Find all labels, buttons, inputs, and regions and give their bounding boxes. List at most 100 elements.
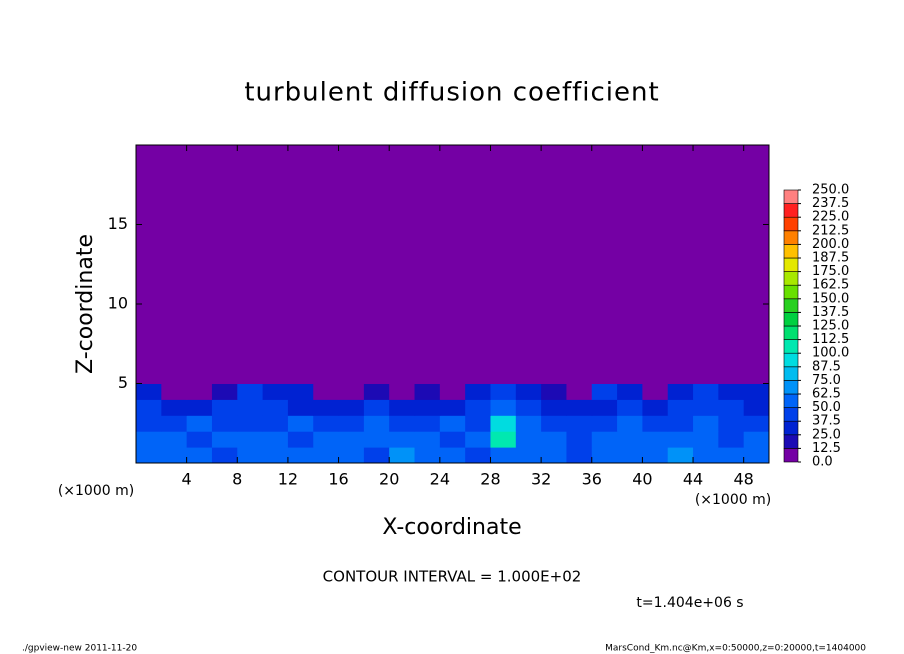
field-cell [743,431,770,448]
field-cell [439,367,466,384]
field-cell [186,415,213,432]
field-cell [490,431,517,448]
colorbar-label: 87.5 [812,359,841,374]
field-cell [439,399,466,416]
field-cell [642,415,669,432]
colorbar-label: 150.0 [812,291,849,306]
field-cell [693,415,719,432]
field-cell [541,367,567,384]
field-cell [389,399,416,416]
colorbar-swatch [783,203,799,218]
field-cell [211,415,238,432]
field-cell [363,399,390,416]
colorbar-swatch [783,189,799,204]
field-cell [515,415,542,432]
colorbar-label: 125.0 [812,319,849,334]
colorbar-label: 0.0 [812,455,833,470]
field-cell [287,399,314,416]
time-note: t=1.404e+06 s [636,595,743,611]
field-cell [161,383,188,400]
x-tick-label: 36 [582,470,602,489]
field-cell [439,383,466,400]
colorbar-swatch [783,257,799,272]
colorbar-swatch [783,284,799,300]
colorbar-label: 175.0 [812,264,849,279]
field-cell [237,415,264,432]
field-cell [490,447,517,464]
field-cell [642,399,669,416]
field-cell [693,383,719,400]
field-cell [186,399,213,416]
y-tick-label: 5 [118,373,128,392]
field-cell [642,383,669,400]
colorbar-label: 112.5 [812,332,849,347]
footer-right: MarsCond_Km.nc@Km,x=0:50000,z=0:20000,t=… [605,644,866,654]
x-tick-label: 48 [734,470,754,489]
field-cell [693,367,719,384]
field-cell [389,367,416,384]
x-unit-right: (×1000 m) [695,492,771,508]
field-cell [566,415,593,432]
colorbar-label: 200.0 [812,237,849,252]
field-cell [743,415,770,432]
x-tick-label: 28 [480,470,500,489]
colorbar-swatch [783,339,799,354]
field-cell [566,431,593,448]
field-cell [237,431,264,448]
colorbar-swatch [783,407,799,422]
field-cell [338,367,365,384]
field-cell [338,383,365,400]
field-cell [287,367,314,384]
field-cell [515,431,542,448]
field-cell [414,399,441,416]
field-cell [667,367,694,384]
colorbar-label: 212.5 [812,223,849,238]
field-cell [237,399,264,416]
field-cell [465,383,491,400]
field-cell [718,399,745,416]
field-cell [515,367,542,384]
field-cell [313,367,340,384]
field-cell [338,399,365,416]
field-cell [591,383,618,400]
field-cell [566,399,593,416]
field-cell [617,415,643,432]
field-cell [667,447,694,464]
field-cell [718,431,745,448]
colorbar-swatch [783,420,799,436]
field-cell [566,383,593,400]
field-cell [287,447,314,464]
field-cell [693,431,719,448]
field-cell [591,447,618,464]
field-cell [617,431,643,448]
y-tick-label: 15 [108,214,128,233]
field-cell [743,383,770,400]
field-cell [743,447,770,464]
field-cell [313,383,340,400]
colorbar-swatch [783,230,799,245]
colorbar-swatch [783,325,799,340]
x-tick-label: 24 [430,470,450,489]
field-cell [136,415,162,432]
field-cell [237,383,264,400]
field-cell [515,399,542,416]
x-tick-label: 44 [683,470,703,489]
field-cell [465,415,491,432]
field-cell [136,447,162,464]
field-cell [591,399,618,416]
field-cell [186,383,213,400]
field-cell [262,399,289,416]
field-cell [490,367,517,384]
colorbar-label: 75.0 [812,373,841,388]
field-cell [262,367,289,384]
field-cell [617,367,643,384]
field-cell [439,447,466,464]
field-cell [136,431,162,448]
field-cell [718,367,745,384]
colorbar-swatch [783,434,799,449]
field-cell [186,431,213,448]
field-cell [693,447,719,464]
colorbar-label: 25.0 [812,427,841,442]
